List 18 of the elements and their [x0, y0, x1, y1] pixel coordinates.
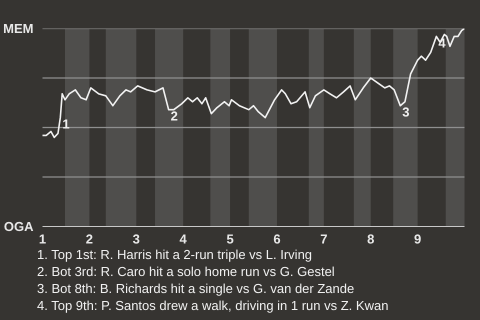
annotation: 3: [402, 104, 410, 120]
text: 2. Bot 3rd: R. Caro hit a solo home run vs G. Gestel: [37, 263, 336, 280]
x-tick-label: 6: [273, 232, 281, 246]
x-tick-label: 3: [132, 232, 140, 246]
x-tick-label: 1: [38, 232, 46, 246]
text: MEM: [3, 21, 34, 36]
text: 1. Top 1st: R. Harris hit a 2-run triple vs L. Irving: [37, 246, 314, 263]
x-tick-label: 9: [414, 232, 422, 246]
annotation: 1: [62, 116, 70, 132]
text: 3. Bot 8th: B. Richards hit a single vs G. van der Zande: [37, 280, 356, 297]
x-tick-label: 8: [367, 232, 374, 246]
x-tick-label: 4: [180, 232, 188, 246]
x-tick-label: 5: [226, 232, 234, 246]
annotation: 2: [170, 108, 178, 124]
text: 4. Top 9th: P. Santos drew a walk, driving in 1 run vs Z. Kwan: [37, 297, 388, 314]
x-tick-label: 2: [86, 232, 94, 246]
text: OGA: [4, 219, 34, 234]
x-tick-label: 7: [320, 232, 328, 246]
